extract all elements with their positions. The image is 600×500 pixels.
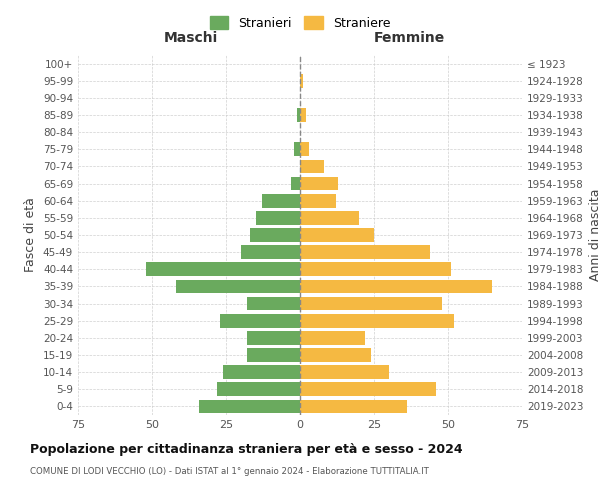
Bar [247,331,300,344]
Text: Femmine: Femmine [374,30,445,44]
Bar [297,108,300,122]
Bar [300,366,389,379]
Bar [300,176,338,190]
Text: Popolazione per cittadinanza straniera per età e sesso - 2024: Popolazione per cittadinanza straniera p… [30,442,463,456]
Bar [300,246,430,259]
Bar [176,280,300,293]
Bar [300,194,335,207]
Bar [146,262,300,276]
Bar [300,160,323,173]
Bar [300,262,451,276]
Bar [300,211,359,224]
Bar [256,211,300,224]
Bar [199,400,300,413]
Bar [300,331,365,344]
Bar [300,74,303,88]
Bar [223,366,300,379]
Bar [262,194,300,207]
Bar [300,280,493,293]
Bar [300,314,454,328]
Bar [300,296,442,310]
Bar [300,382,436,396]
Bar [300,400,407,413]
Bar [247,348,300,362]
Bar [247,296,300,310]
Bar [291,176,300,190]
Bar [300,228,374,242]
Legend: Stranieri, Straniere: Stranieri, Straniere [205,11,395,35]
Text: COMUNE DI LODI VECCHIO (LO) - Dati ISTAT al 1° gennaio 2024 - Elaborazione TUTTI: COMUNE DI LODI VECCHIO (LO) - Dati ISTAT… [30,468,429,476]
Bar [220,314,300,328]
Y-axis label: Fasce di età: Fasce di età [25,198,37,272]
Y-axis label: Anni di nascita: Anni di nascita [589,188,600,281]
Bar [300,142,309,156]
Bar [250,228,300,242]
Bar [294,142,300,156]
Text: Maschi: Maschi [163,30,218,44]
Bar [300,108,306,122]
Bar [300,348,371,362]
Bar [241,246,300,259]
Bar [217,382,300,396]
